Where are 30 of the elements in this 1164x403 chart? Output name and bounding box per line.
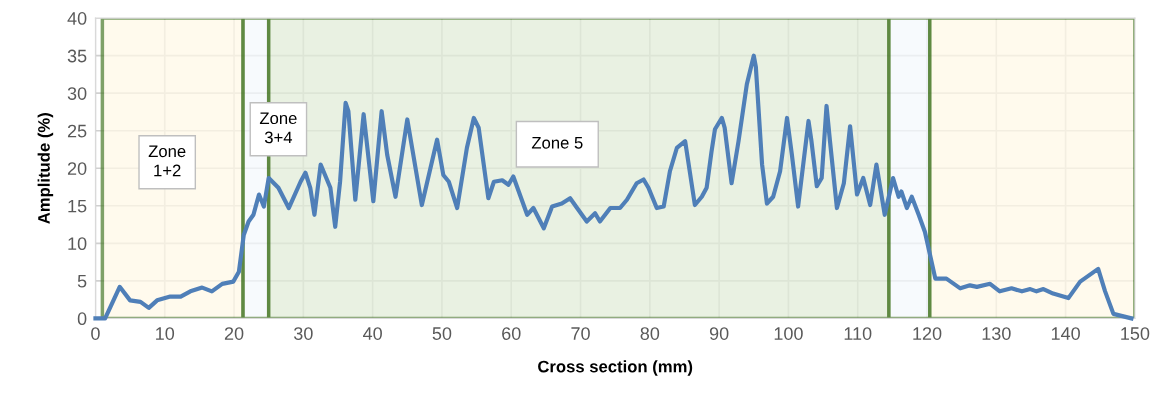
x-tick-label: 60 <box>502 327 521 340</box>
x-tick-label: 40 <box>363 327 382 340</box>
x-tick-label: 140 <box>1051 327 1080 340</box>
x-tick-label: 0 <box>91 327 100 340</box>
y-tick-label: 40 <box>67 12 87 25</box>
x-tick-label: 110 <box>844 327 872 340</box>
x-tick-label: 80 <box>640 327 660 340</box>
x-tick-label: 150 <box>1121 327 1150 340</box>
x-tick-label: 50 <box>432 327 452 340</box>
x-tick-label: 130 <box>982 327 1011 340</box>
x-tick-label: 10 <box>156 327 175 340</box>
band-label: Zone 3+4 <box>259 112 297 144</box>
band-label: Zone 5 <box>531 137 583 149</box>
x-tick-label: 100 <box>774 327 803 340</box>
band-label: Zone 1+2 <box>148 145 186 177</box>
y-tick-label: 35 <box>67 49 87 63</box>
y-axis-title: Amplitude (%) <box>37 113 54 224</box>
x-tick-label: 90 <box>709 327 729 340</box>
y-tick-label: 25 <box>67 124 87 138</box>
y-tick-label: 0 <box>77 312 87 326</box>
x-axis-title: Cross section (mm) <box>538 360 693 376</box>
x-tick-label: 70 <box>571 327 590 340</box>
y-tick-label: 10 <box>68 237 87 251</box>
y-tick-label: 5 <box>77 274 87 288</box>
x-tick-label: 120 <box>913 327 942 340</box>
y-tick-label: 15 <box>68 199 87 213</box>
y-tick-label: 20 <box>67 162 87 175</box>
x-tick-label: 20 <box>224 327 244 340</box>
y-tick-label: 30 <box>67 87 87 100</box>
x-tick-label: 30 <box>293 327 313 340</box>
